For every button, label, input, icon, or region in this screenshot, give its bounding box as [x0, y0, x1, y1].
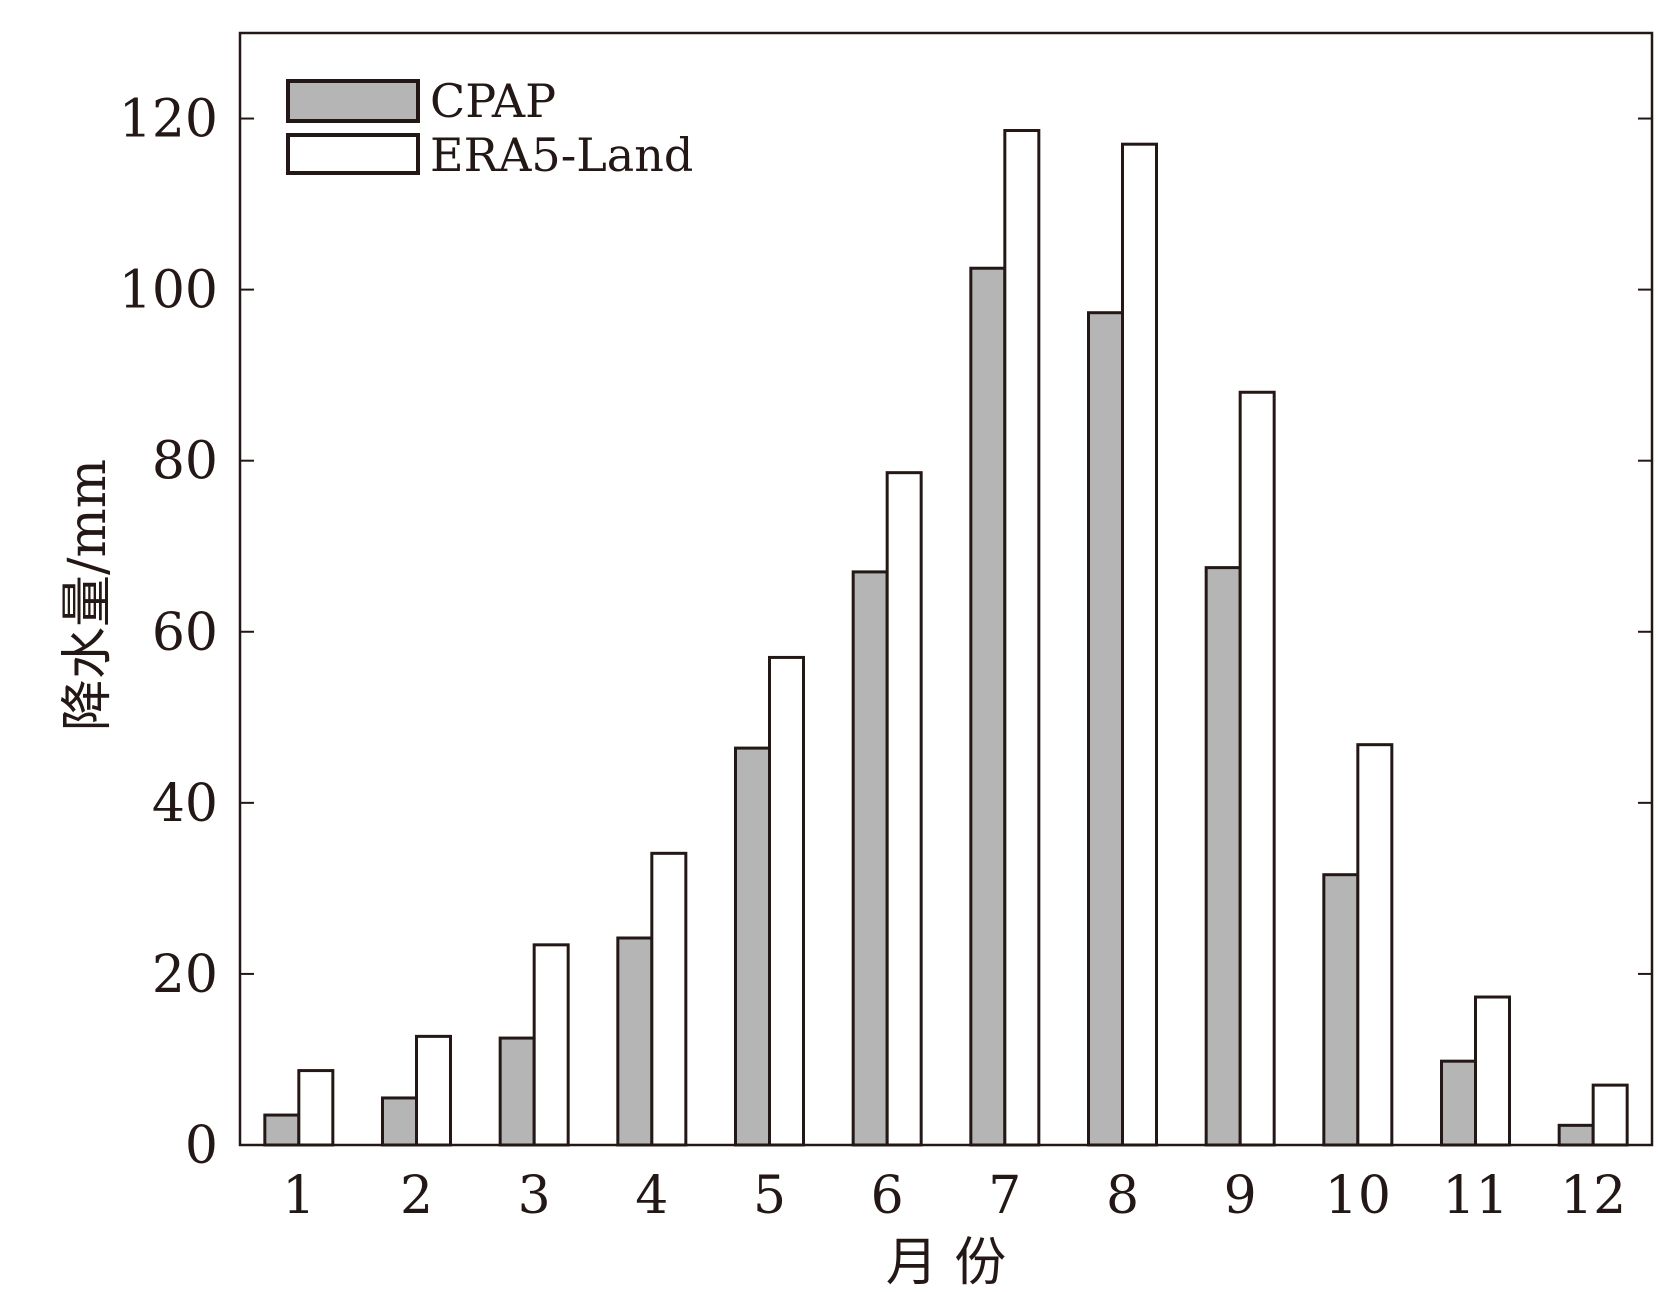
bar-era5-land-12 [1591, 1083, 1629, 1147]
bar-era5-land-5 [768, 655, 805, 1147]
bar-series [263, 129, 1629, 1147]
bar-cpap-11 [1440, 1059, 1477, 1147]
bar-era5-land-9 [1238, 390, 1276, 1147]
bar-era5-land-11 [1474, 995, 1511, 1147]
legend: CPAP ERA5-Land [286, 74, 693, 182]
y-tick-label: 60 [152, 603, 218, 663]
bar-era5-land-6 [885, 471, 923, 1147]
x-tick-label: 4 [635, 1166, 668, 1226]
x-tick-label: 1 [282, 1166, 315, 1226]
x-tick-label: 7 [988, 1166, 1021, 1226]
x-axis: 1 2 3 4 5 6 7 8 9 10 11 12 [282, 1166, 1626, 1226]
bar-cpap-1 [263, 1113, 301, 1147]
x-tick-label: 2 [400, 1166, 433, 1226]
y-tick-label: 120 [119, 90, 218, 150]
y-axis: 0 20 40 60 80 100 120 [119, 90, 1652, 1176]
x-tick-label: 3 [518, 1166, 551, 1226]
bar-cpap-12 [1557, 1123, 1595, 1147]
y-tick-label: 100 [119, 261, 218, 321]
bar-cpap-6 [851, 570, 889, 1147]
y-tick-label: 40 [152, 774, 218, 834]
bar-cpap-3 [498, 1036, 536, 1147]
bar-cpap-2 [381, 1096, 418, 1147]
y-tick-label: 0 [185, 1116, 218, 1176]
bar-cpap-9 [1204, 566, 1242, 1147]
x-tick-label: 5 [753, 1166, 786, 1226]
y-tick-label: 80 [152, 432, 218, 492]
plot-frame [238, 31, 1654, 1147]
bar-cpap-5 [734, 746, 771, 1147]
legend-label-era5-land: ERA5-Land [430, 128, 693, 182]
x-tick-label: 8 [1106, 1166, 1139, 1226]
x-tick-label: 9 [1224, 1166, 1257, 1226]
bar-era5-land-1 [297, 1069, 335, 1147]
x-axis-title: 月 份 [886, 1233, 1007, 1292]
x-tick-label: 12 [1560, 1166, 1626, 1226]
y-tick-label: 20 [152, 945, 218, 1005]
bar-era5-land-4 [650, 851, 688, 1147]
bar-cpap-8 [1087, 311, 1124, 1147]
bar-era5-land-2 [415, 1034, 452, 1147]
bar-cpap-10 [1322, 873, 1360, 1147]
bar-cpap-4 [616, 936, 654, 1147]
x-tick-label: 11 [1442, 1166, 1508, 1226]
legend-swatch-cpap [286, 79, 420, 123]
bar-era5-land-7 [1003, 129, 1041, 1147]
legend-label-cpap: CPAP [430, 74, 556, 128]
x-tick-label: 6 [871, 1166, 904, 1226]
bar-cpap-7 [969, 266, 1007, 1147]
legend-swatch-era5-land [286, 133, 420, 175]
bar-era5-land-8 [1121, 142, 1158, 1147]
bar-era5-land-10 [1356, 743, 1394, 1147]
y-axis-title: 降水量/mm [58, 459, 118, 731]
bar-era5-land-3 [532, 943, 570, 1147]
x-tick-label: 10 [1325, 1166, 1391, 1226]
